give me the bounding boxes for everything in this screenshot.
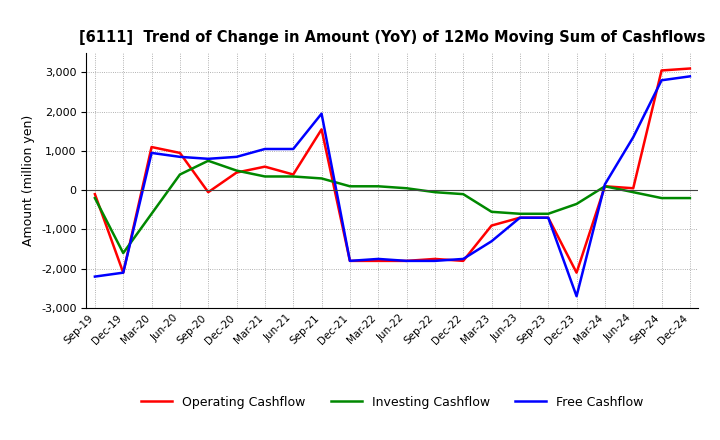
Investing Cashflow [459,191,467,197]
Operating Cashflow [318,127,326,132]
Operating Cashflow [516,215,524,220]
Free Cashflow [629,135,637,140]
Line: Investing Cashflow: Investing Cashflow [95,161,690,253]
Y-axis label: Amount (million yen): Amount (million yen) [22,115,35,246]
Investing Cashflow [148,211,156,216]
Free Cashflow [374,256,382,261]
Investing Cashflow [176,172,184,177]
Operating Cashflow [685,66,694,71]
Operating Cashflow [346,258,354,264]
Operating Cashflow [572,270,581,275]
Operating Cashflow [487,223,496,228]
Operating Cashflow [459,258,467,264]
Operating Cashflow [204,190,212,195]
Investing Cashflow [204,158,212,163]
Free Cashflow [318,111,326,116]
Free Cashflow [148,150,156,156]
Free Cashflow [346,258,354,264]
Line: Operating Cashflow: Operating Cashflow [95,69,690,273]
Investing Cashflow [374,183,382,189]
Free Cashflow [516,215,524,220]
Title: [6111]  Trend of Change in Amount (YoY) of 12Mo Moving Sum of Cashflows: [6111] Trend of Change in Amount (YoY) o… [79,29,706,45]
Free Cashflow [544,215,552,220]
Operating Cashflow [374,258,382,264]
Investing Cashflow [629,190,637,195]
Line: Free Cashflow: Free Cashflow [95,77,690,296]
Operating Cashflow [261,164,269,169]
Free Cashflow [204,156,212,161]
Investing Cashflow [487,209,496,214]
Free Cashflow [233,154,241,159]
Operating Cashflow [289,172,297,177]
Operating Cashflow [431,256,439,261]
Investing Cashflow [91,195,99,201]
Investing Cashflow [685,195,694,201]
Investing Cashflow [572,202,581,207]
Free Cashflow [119,270,127,275]
Operating Cashflow [233,170,241,175]
Free Cashflow [402,258,411,264]
Operating Cashflow [91,191,99,197]
Free Cashflow [657,77,666,83]
Operating Cashflow [600,183,609,189]
Investing Cashflow [318,176,326,181]
Free Cashflow [487,238,496,244]
Free Cashflow [176,154,184,159]
Investing Cashflow [544,211,552,216]
Legend: Operating Cashflow, Investing Cashflow, Free Cashflow: Operating Cashflow, Investing Cashflow, … [136,391,649,414]
Investing Cashflow [600,183,609,189]
Free Cashflow [459,256,467,261]
Investing Cashflow [119,250,127,256]
Investing Cashflow [402,186,411,191]
Investing Cashflow [346,183,354,189]
Free Cashflow [600,182,609,187]
Investing Cashflow [431,190,439,195]
Operating Cashflow [402,258,411,264]
Investing Cashflow [233,168,241,173]
Free Cashflow [91,274,99,279]
Free Cashflow [261,147,269,152]
Free Cashflow [572,293,581,299]
Operating Cashflow [657,68,666,73]
Investing Cashflow [516,211,524,216]
Operating Cashflow [119,270,127,275]
Operating Cashflow [148,144,156,150]
Free Cashflow [431,258,439,264]
Free Cashflow [289,147,297,152]
Operating Cashflow [176,150,184,156]
Operating Cashflow [544,215,552,220]
Free Cashflow [685,74,694,79]
Investing Cashflow [657,195,666,201]
Operating Cashflow [629,186,637,191]
Investing Cashflow [261,174,269,179]
Investing Cashflow [289,174,297,179]
